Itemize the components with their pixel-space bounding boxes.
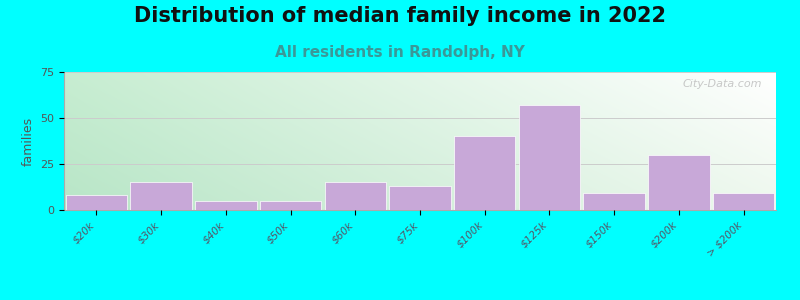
Text: All residents in Randolph, NY: All residents in Randolph, NY [275, 45, 525, 60]
Bar [390, 186, 450, 210]
Y-axis label: families: families [22, 116, 34, 166]
Bar [648, 155, 710, 210]
Bar [195, 201, 257, 210]
Bar [713, 194, 774, 210]
Bar [260, 201, 322, 210]
Text: Distribution of median family income in 2022: Distribution of median family income in … [134, 6, 666, 26]
Bar [325, 182, 386, 210]
Bar [130, 182, 192, 210]
Text: City-Data.com: City-Data.com [682, 79, 762, 89]
Bar [66, 195, 127, 210]
Bar [583, 194, 645, 210]
Bar [518, 105, 580, 210]
Bar [454, 136, 515, 210]
